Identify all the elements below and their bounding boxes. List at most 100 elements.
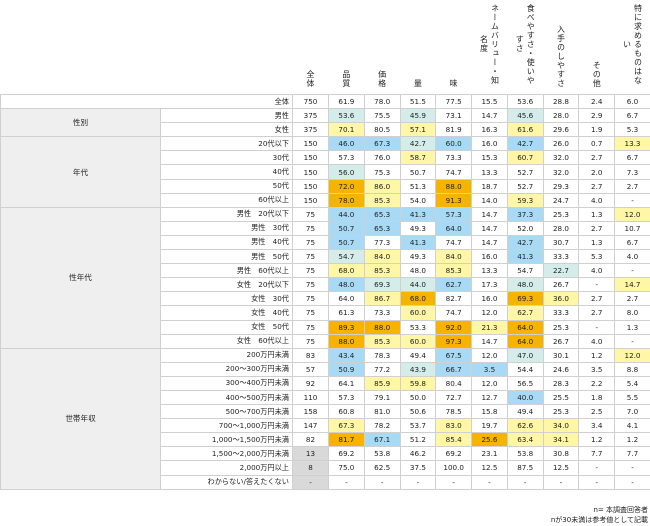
header-label: 特に求めるものはない (622, 3, 643, 85)
footnotes: n= 本調査回答者 nが30未満は参考値として記載 (551, 505, 648, 525)
value-cell: 41.3 (399, 234, 437, 251)
value-cell: 14.7 (471, 333, 508, 349)
row-label: 男性 30代 (160, 220, 293, 236)
n-cell: 75 (292, 333, 329, 349)
value-cell: 14.7 (614, 277, 650, 293)
value-cell: 69.2 (328, 446, 365, 462)
n-cell: 13 (292, 446, 329, 462)
value-cell: 73.3 (435, 150, 473, 166)
value-cell: 64.0 (506, 333, 544, 349)
row-label: 700～1,000万円未満 (160, 418, 293, 434)
n-cell: 75 (292, 234, 329, 251)
value-cell: 24.7 (542, 192, 580, 208)
value-cell: 61.3 (328, 305, 365, 321)
value-cell: 33.3 (542, 249, 580, 265)
n-cell: 110 (292, 389, 329, 406)
value-cell: 85.3 (435, 263, 473, 279)
value-cell: - (578, 319, 616, 335)
value-cell: 30.1 (542, 347, 580, 363)
value-cell: 77.5 (435, 93, 473, 110)
value-cell: 78.0 (363, 93, 401, 110)
row-label: 200万円未満 (160, 347, 293, 363)
value-cell: 58.7 (399, 150, 437, 166)
value-cell: 52.7 (506, 178, 544, 194)
value-cell: 54.7 (328, 249, 365, 265)
value-cell: 14.7 (471, 234, 508, 251)
value-cell: 28.0 (542, 220, 580, 236)
value-cell: 61.6 (506, 122, 544, 138)
value-cell: 26.7 (542, 277, 580, 293)
value-cell: - (506, 474, 544, 490)
row-label: 男性 20代以下 (160, 206, 293, 222)
value-cell: 52.0 (506, 220, 544, 236)
value-cell: 6.7 (614, 108, 650, 124)
group-label: 年代 (0, 136, 161, 208)
value-cell: 65.3 (363, 220, 401, 236)
value-cell: 48.0 (399, 263, 437, 279)
value-cell: 13.3 (614, 136, 650, 152)
value-cell: 54.4 (506, 361, 544, 377)
n-cell: 82 (292, 432, 329, 448)
row-label: 女性 60代以上 (160, 333, 293, 349)
value-cell: 1.2 (578, 432, 616, 448)
value-cell: 59.8 (399, 375, 437, 391)
value-cell: 16.0 (471, 136, 508, 152)
column-header: 量 (400, 0, 436, 95)
row-label: 30代 (160, 150, 293, 166)
value-cell: 78.5 (435, 404, 473, 420)
value-cell: 13.3 (471, 263, 508, 279)
value-cell: 7.7 (578, 446, 616, 462)
value-cell: 25.3 (542, 404, 580, 420)
table-row: 性別 男性 375 53.6 75.5 45.9 73.1 14.7 45.6 28.0 2.9 6.… (0, 108, 650, 138)
n-cell: 75 (292, 206, 329, 222)
value-cell: 81.0 (363, 404, 401, 420)
header-label: ネームバリュー・知名度 (479, 3, 500, 85)
header-label: 食べやすさ・使いやすさ (515, 3, 536, 85)
value-cell: 62.7 (506, 305, 544, 321)
value-cell: 18.7 (471, 178, 508, 194)
n-cell: 8 (292, 460, 329, 476)
row-label: 男性 50代 (160, 249, 293, 265)
value-cell: 63.4 (506, 432, 544, 448)
header-label: 品質 (341, 70, 351, 88)
value-cell: 7.3 (614, 164, 650, 180)
value-cell: 97.3 (435, 333, 473, 349)
value-cell: 79.1 (363, 389, 401, 406)
value-cell: 75.3 (363, 164, 401, 180)
value-cell: 54.0 (399, 192, 437, 208)
value-cell: 2.7 (614, 178, 650, 194)
header-label: 全体 (306, 70, 315, 88)
row-label: 男性 60代以上 (160, 263, 293, 279)
value-cell: 66.7 (435, 361, 473, 377)
value-cell: 26.0 (542, 136, 580, 152)
value-cell: 81.7 (328, 432, 365, 448)
value-cell: 26.7 (542, 333, 580, 349)
table-row: 男性 60代以上 75 68.0 85.3 48.0 85.3 13.3 54.7 22.7 4.… (1, 263, 650, 279)
value-cell: 77.3 (363, 234, 401, 251)
value-cell: 85.3 (363, 333, 401, 349)
value-cell: 47.0 (506, 347, 544, 363)
value-cell: 67.5 (435, 347, 473, 363)
n-cell: 92 (292, 375, 329, 391)
value-cell: - (542, 474, 580, 490)
value-cell: - (363, 474, 401, 490)
value-cell: 50.0 (399, 389, 437, 406)
value-cell: 53.6 (506, 93, 544, 110)
value-cell: 49.3 (399, 220, 437, 236)
value-cell: 67.3 (328, 418, 365, 434)
value-cell: 46.2 (399, 446, 437, 462)
value-cell: 4.0 (614, 249, 650, 265)
value-cell: 28.0 (542, 108, 580, 124)
value-cell: 10.7 (614, 220, 650, 236)
n-cell: 150 (292, 178, 329, 194)
row-label: 女性 30代 (160, 291, 293, 307)
value-cell: 81.9 (435, 122, 473, 138)
table-row: 世帯年収 200万円未満 83 43.4 78.3 49.4 67.5 12.0 47.0 30.… (0, 347, 650, 490)
value-cell: 60.7 (506, 150, 544, 166)
value-cell: 37.3 (506, 206, 544, 222)
row-label: 60代以上 (160, 192, 293, 208)
value-cell: 50.6 (399, 404, 437, 420)
n-cell: 75 (292, 249, 329, 265)
value-cell: 53.8 (363, 446, 401, 462)
table-row: 30代 150 57.3 76.0 58.7 73.3 15.3 60.7 32.0 2.7 6.7 (1, 150, 650, 166)
